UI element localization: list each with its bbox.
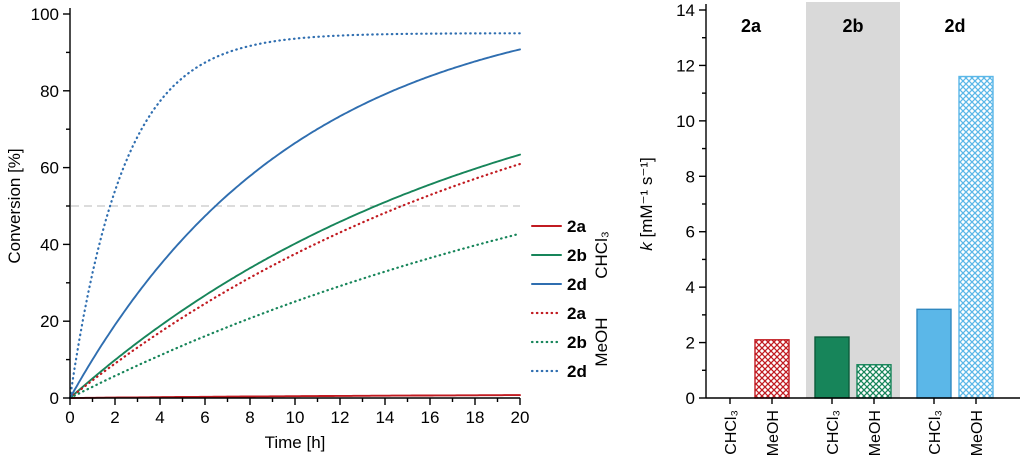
bar-2d-chcl3 xyxy=(916,308,952,399)
bar-2d-meoh xyxy=(958,75,994,399)
curve-2b-meoh xyxy=(68,232,522,400)
category-label-1-1: MeOH xyxy=(867,410,884,456)
bar-2a-meoh xyxy=(754,339,790,399)
axes xyxy=(699,4,1020,404)
svg-text:16: 16 xyxy=(421,408,440,427)
y-axis-title: Conversion [%] xyxy=(5,148,24,263)
svg-text:10: 10 xyxy=(676,112,695,131)
svg-text:0: 0 xyxy=(686,389,695,408)
legend-label-2: 2d xyxy=(567,275,587,294)
group-label-2b: 2b xyxy=(842,16,863,36)
y-axis-title: k [mM⁻¹ s⁻¹] xyxy=(637,157,656,250)
svg-text:12: 12 xyxy=(676,56,695,75)
bar-2b-meoh xyxy=(856,364,892,399)
curve-2a-meoh xyxy=(68,162,522,400)
tick-labels: 0 2 4 6 8 10 12 14 16 18 20 0 20 40 60 80 100 xyxy=(31,5,530,427)
svg-text:2: 2 xyxy=(110,408,119,427)
legend: 2a 2b 2d 2a 2b 2d CHCl₃ MeOH xyxy=(530,217,611,381)
legend-label-3: 2a xyxy=(567,304,586,323)
svg-text:0: 0 xyxy=(50,389,59,408)
svg-text:60: 60 xyxy=(40,159,59,178)
svg-text:14: 14 xyxy=(676,1,695,20)
svg-text:6: 6 xyxy=(686,223,695,242)
category-label-0-1: MeOH xyxy=(765,410,782,456)
svg-text:0: 0 xyxy=(65,408,74,427)
rate-constant-bar-chart: 2a 2b 2d 0 2 4 6 8 10 12 14 CHCl₃ MeOH CHCl₃ MeOH CHCl₃… xyxy=(637,1,1020,456)
svg-text:12: 12 xyxy=(331,408,350,427)
category-label-1-0: CHCl₃ xyxy=(825,410,842,455)
legend-label-4: 2b xyxy=(567,333,587,352)
svg-text:8: 8 xyxy=(245,408,254,427)
legend-label-5: 2d xyxy=(567,362,587,381)
legend-solvent-0: CHCl₃ xyxy=(592,231,611,279)
bar-2b-chcl3 xyxy=(814,336,850,399)
axes xyxy=(63,8,521,405)
svg-text:6: 6 xyxy=(200,408,209,427)
bars xyxy=(754,75,994,399)
svg-text:100: 100 xyxy=(31,5,59,24)
legend-solvent-1: MeOH xyxy=(592,317,611,366)
svg-text:10: 10 xyxy=(286,408,305,427)
svg-text:20: 20 xyxy=(40,312,59,331)
x-axis-title: Time [h] xyxy=(265,433,326,452)
svg-text:2: 2 xyxy=(686,334,695,353)
svg-text:20: 20 xyxy=(511,408,530,427)
conversion-line-chart: 0 2 4 6 8 10 12 14 16 18 20 0 20 40 60 80 100 Time [h] Con… xyxy=(5,5,611,452)
category-label-0-0: CHCl₃ xyxy=(723,410,740,455)
svg-text:14: 14 xyxy=(376,408,395,427)
legend-label-1: 2b xyxy=(567,246,587,265)
legend-label-0: 2a xyxy=(567,217,586,236)
svg-text:80: 80 xyxy=(40,82,59,101)
curve-2d-chcl3 xyxy=(69,48,521,399)
curve-2b-chcl3 xyxy=(69,153,521,399)
curve-2d-meoh xyxy=(68,32,522,400)
svg-text:40: 40 xyxy=(40,235,59,254)
labels: 0 2 4 6 8 10 12 14 CHCl₃ MeOH CHCl₃ MeOH CHCl₃ MeOH xyxy=(676,1,986,456)
category-label-2-1: MeOH xyxy=(969,410,986,456)
curves xyxy=(68,32,522,400)
group-label-2d: 2d xyxy=(944,16,965,36)
svg-text:18: 18 xyxy=(466,408,485,427)
svg-text:4: 4 xyxy=(155,408,164,427)
highlight-band-2b xyxy=(806,2,900,398)
svg-text:4: 4 xyxy=(686,278,695,297)
group-label-2a: 2a xyxy=(741,16,762,36)
svg-text:8: 8 xyxy=(686,167,695,186)
category-label-2-0: CHCl₃ xyxy=(927,410,944,455)
